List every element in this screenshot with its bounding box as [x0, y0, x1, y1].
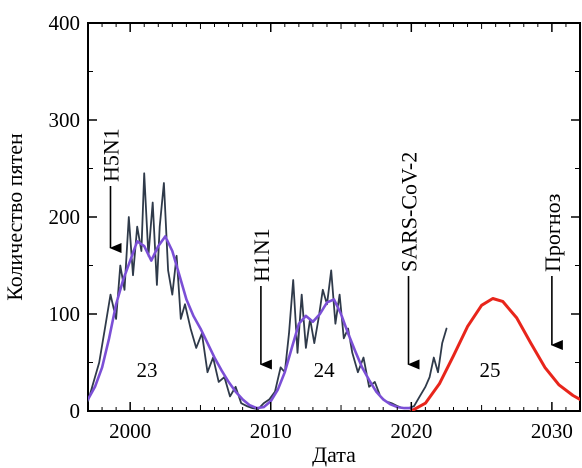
cycle-label: 24 [314, 358, 336, 382]
y-tick-label: 300 [49, 108, 81, 132]
cycle-label: 23 [137, 358, 158, 382]
annotation-label: H1N1 [249, 228, 274, 282]
annotation-label: H5N1 [98, 128, 123, 182]
x-tick-label: 2000 [109, 419, 151, 443]
x-tick-label: 2030 [531, 419, 573, 443]
axis-ticks: 2000 2010 2020 2030 0 100 200 300 400 [49, 11, 581, 443]
annotation-0: H5N1 [98, 128, 123, 254]
annotation-2: SARS-CoV-2 [397, 152, 422, 370]
x-axis-label: Дата [312, 442, 356, 467]
plot-frame [87, 22, 581, 412]
annotation-label: Прогноз [540, 194, 565, 272]
y-tick-label: 400 [49, 11, 81, 35]
cycle-labels: 23 24 25 [137, 358, 501, 382]
annotations: H5N1 H1N1 SARS-CoV-2 Прогноз [98, 128, 565, 370]
x-tick-label: 2010 [250, 419, 292, 443]
y-tick-label: 200 [49, 205, 81, 229]
annotation-label: SARS-CoV-2 [397, 152, 422, 272]
y-axis-label: Количество пятен [2, 133, 27, 301]
annotation-1: H1N1 [249, 228, 274, 370]
x-tick-label: 2020 [390, 419, 432, 443]
y-tick-label: 0 [70, 399, 81, 423]
series-layer [88, 172, 580, 411]
annotation-3: Прогноз [540, 194, 565, 351]
y-tick-label: 100 [49, 302, 81, 326]
cycle-label: 25 [480, 358, 501, 382]
series-smoothed-line [88, 235, 413, 410]
series-forecast-line [409, 297, 580, 411]
